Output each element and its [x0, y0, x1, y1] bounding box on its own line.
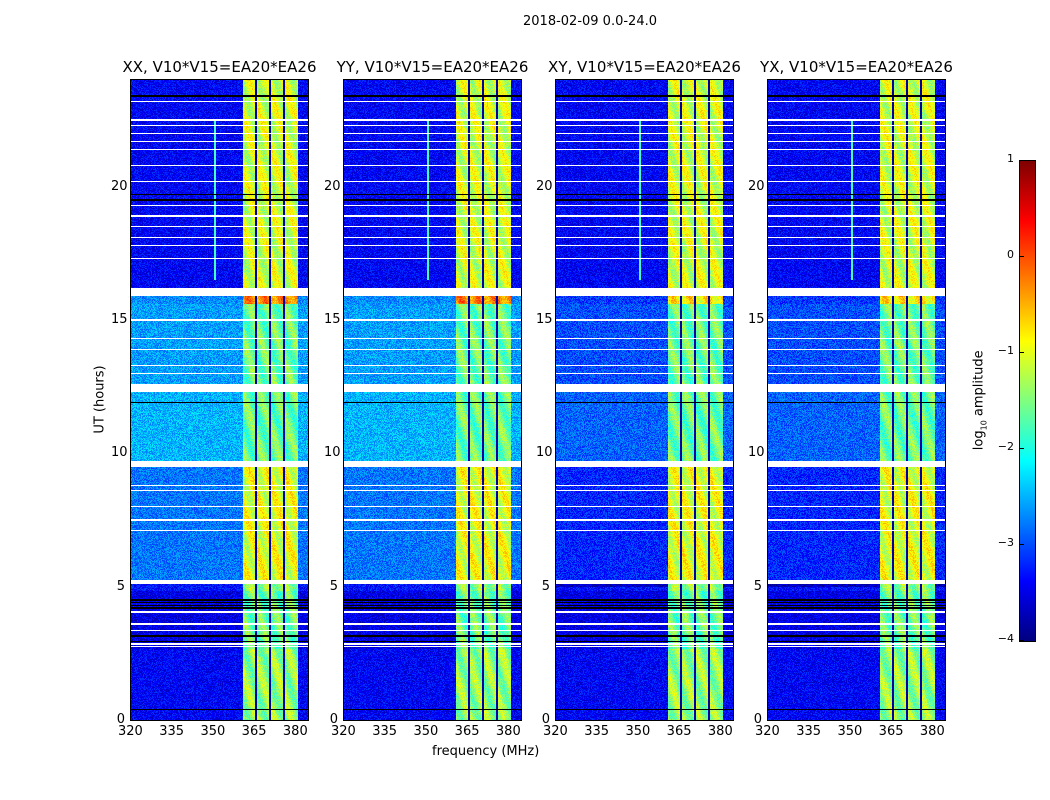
- y-tick-label: 15: [748, 312, 765, 327]
- x-tick-label: 380: [495, 724, 521, 739]
- colorbar-tick-label: 1: [1007, 152, 1014, 165]
- y-tick-label: 5: [753, 578, 762, 594]
- y-tick-label: 15: [536, 312, 553, 327]
- heatmap-image: [556, 80, 733, 720]
- panel-yy: YY, V10*V15=EA20*EA26: [337, 58, 528, 721]
- heatmap-image: [131, 80, 308, 720]
- x-tick-label: 320: [755, 724, 780, 739]
- x-tick-label: 335: [796, 724, 822, 739]
- y-tick-label: 20: [111, 178, 128, 194]
- y-tick-label: 0: [541, 712, 550, 727]
- colorbar-label-prefix: log: [971, 430, 987, 451]
- colorbar-tick-mark: [1020, 640, 1024, 641]
- y-tick-label: 5: [541, 578, 550, 594]
- colorbar-tick-mark: [1020, 160, 1024, 161]
- y-tick-label: 0: [753, 712, 762, 727]
- y-tick-label: 10: [748, 445, 765, 461]
- y-tick-label: 0: [116, 712, 125, 727]
- heatmap-image: [768, 80, 945, 720]
- x-tick-label: 335: [372, 724, 398, 739]
- x-tick-label: 320: [118, 724, 143, 739]
- panel-title: XY, V10*V15=EA20*EA26: [548, 58, 741, 76]
- panel-xx: XX, V10*V15=EA20*EA26: [122, 58, 317, 721]
- colorbar-tick-mark: [1020, 352, 1024, 353]
- panel-title: YX, V10*V15=EA20*EA26: [760, 58, 953, 76]
- x-tick-label: 350: [413, 724, 439, 739]
- figure-title: 2018-02-09 0.0-24.0: [523, 14, 657, 29]
- y-tick-label: 20: [748, 178, 765, 194]
- x-tick-label: 335: [584, 724, 610, 739]
- y-tick-label: 10: [111, 445, 128, 461]
- colorbar-tick-label: 0: [1007, 248, 1014, 261]
- colorbar: [1019, 160, 1036, 642]
- y-tick-label: 20: [324, 178, 341, 194]
- x-tick-label: 320: [331, 724, 356, 739]
- y-tick-label: 10: [536, 445, 553, 461]
- panel-title: YY, V10*V15=EA20*EA26: [336, 58, 529, 76]
- x-tick-label: 365: [878, 724, 904, 739]
- x-tick-label: 365: [454, 724, 480, 739]
- colorbar-label-suffix: amplitude: [971, 350, 987, 421]
- panel-title: XX, V10*V15=EA20*EA26: [122, 58, 317, 76]
- y-tick-label: 5: [116, 578, 125, 594]
- heatmap-image: [344, 80, 521, 720]
- y-tick-label: 20: [536, 178, 553, 194]
- panel-xy: XY, V10*V15=EA20*EA26: [548, 58, 741, 721]
- x-tick-label: 380: [919, 724, 945, 739]
- y-tick-label: 0: [329, 712, 338, 727]
- x-tick-label: 335: [159, 724, 185, 739]
- x-tick-label: 380: [707, 724, 733, 739]
- panel-yx: YX, V10*V15=EA20*EA26: [760, 58, 953, 721]
- colorbar-label-sub: 10: [979, 420, 989, 431]
- x-axis-label: frequency (MHz): [432, 744, 540, 759]
- colorbar-tick-label: −4: [997, 632, 1014, 645]
- colorbar-tick-label: −2: [997, 440, 1014, 453]
- x-tick-label: 365: [241, 724, 267, 739]
- x-tick-label: 350: [837, 724, 863, 739]
- colorbar-tick-mark: [1020, 256, 1024, 257]
- y-tick-label: 5: [329, 578, 338, 594]
- colorbar-tick-label: −1: [997, 344, 1014, 357]
- y-tick-label: 15: [111, 312, 128, 327]
- colorbar-label: log10 amplitude: [972, 340, 989, 460]
- colorbar-tick-label: −3: [997, 536, 1014, 549]
- colorbar-tick-mark: [1020, 544, 1024, 545]
- x-tick-label: 350: [200, 724, 226, 739]
- x-tick-label: 380: [282, 724, 308, 739]
- x-tick-label: 320: [543, 724, 568, 739]
- y-axis-label: UT (hours): [92, 365, 108, 434]
- y-tick-label: 10: [324, 445, 341, 461]
- x-tick-label: 365: [666, 724, 692, 739]
- x-tick-label: 350: [625, 724, 651, 739]
- y-tick-label: 15: [324, 312, 341, 327]
- colorbar-tick-mark: [1020, 448, 1024, 449]
